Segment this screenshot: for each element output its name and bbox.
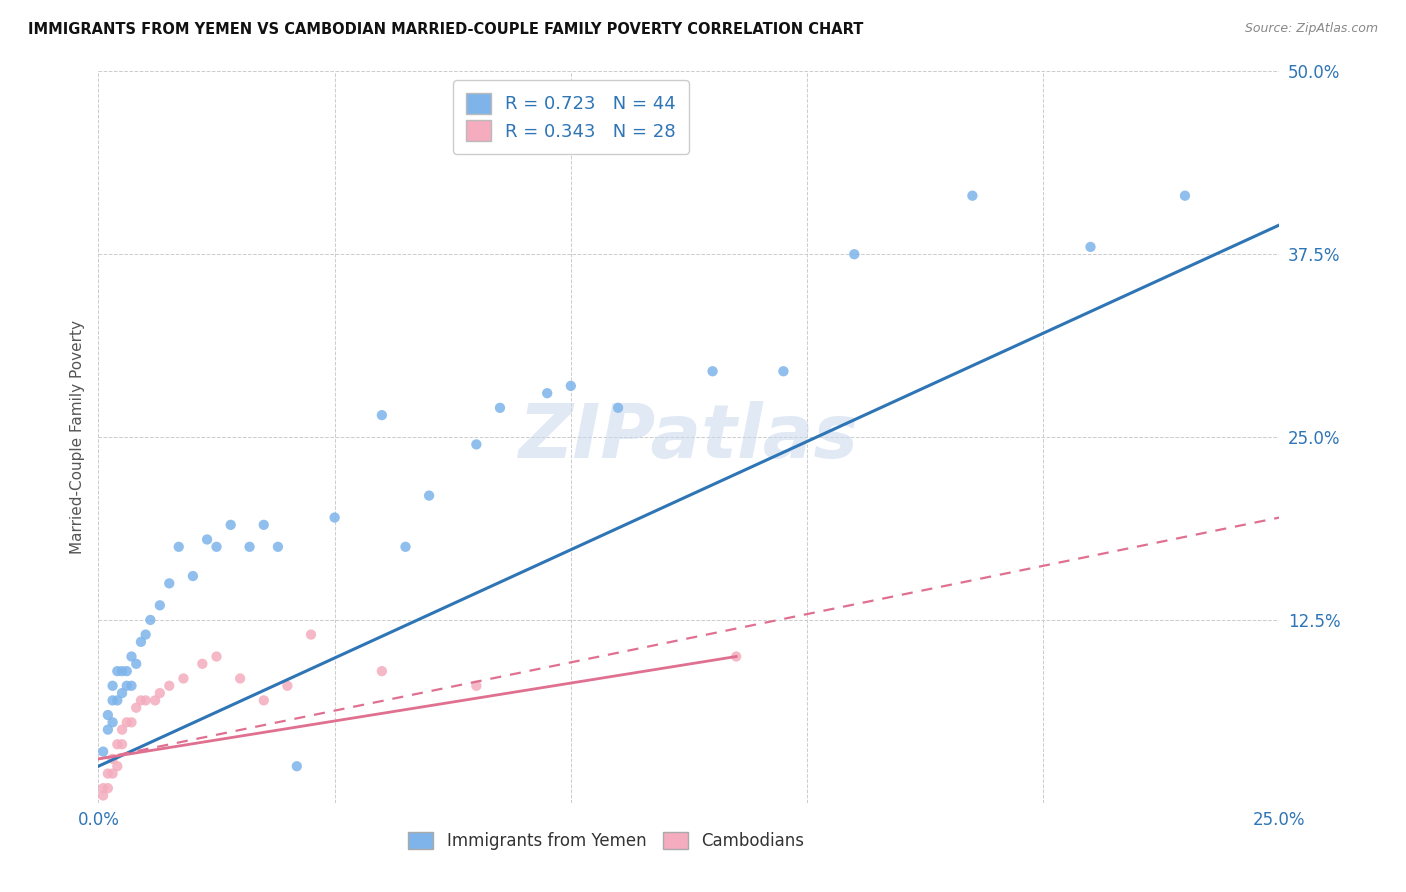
- Point: [560, 379, 582, 393]
- Text: IMMIGRANTS FROM YEMEN VS CAMBODIAN MARRIED-COUPLE FAMILY POVERTY CORRELATION CHA: IMMIGRANTS FROM YEMEN VS CAMBODIAN MARRI…: [28, 22, 863, 37]
- Point: [105, 737, 128, 751]
- Point: [101, 679, 124, 693]
- Point: [229, 672, 252, 686]
- Point: [219, 517, 242, 532]
- Point: [91, 781, 114, 796]
- Point: [121, 715, 143, 730]
- Point: [157, 679, 180, 693]
- Y-axis label: Married-Couple Family Poverty: Married-Couple Family Poverty: [69, 320, 84, 554]
- Point: [702, 364, 724, 378]
- Text: Source: ZipAtlas.com: Source: ZipAtlas.com: [1244, 22, 1378, 36]
- Point: [111, 737, 134, 751]
- Point: [181, 569, 204, 583]
- Point: [129, 635, 152, 649]
- Point: [465, 437, 488, 451]
- Point: [97, 781, 120, 796]
- Point: [157, 576, 180, 591]
- Point: [105, 693, 128, 707]
- Point: [465, 679, 488, 693]
- Point: [299, 627, 322, 641]
- Point: [489, 401, 512, 415]
- Point: [135, 693, 157, 707]
- Point: [97, 723, 120, 737]
- Point: [105, 759, 128, 773]
- Point: [101, 752, 124, 766]
- Point: [172, 672, 194, 686]
- Point: [139, 613, 162, 627]
- Point: [205, 649, 228, 664]
- Point: [844, 247, 866, 261]
- Point: [105, 664, 128, 678]
- Point: [125, 657, 148, 671]
- Point: [121, 649, 143, 664]
- Point: [253, 693, 276, 707]
- Point: [115, 679, 138, 693]
- Point: [253, 517, 276, 532]
- Point: [121, 679, 143, 693]
- Point: [111, 686, 134, 700]
- Point: [111, 664, 134, 678]
- Point: [607, 401, 630, 415]
- Point: [962, 188, 984, 202]
- Point: [101, 693, 124, 707]
- Point: [149, 686, 172, 700]
- Point: [394, 540, 416, 554]
- Point: [276, 679, 298, 693]
- Point: [115, 664, 138, 678]
- Point: [91, 789, 114, 803]
- Point: [115, 715, 138, 730]
- Point: [323, 510, 346, 524]
- Point: [97, 766, 120, 780]
- Point: [725, 649, 748, 664]
- Point: [191, 657, 214, 671]
- Point: [1080, 240, 1102, 254]
- Point: [149, 599, 172, 613]
- Point: [536, 386, 558, 401]
- Point: [195, 533, 218, 547]
- Point: [101, 766, 124, 780]
- Text: ZIPatlas: ZIPatlas: [519, 401, 859, 474]
- Point: [1174, 188, 1197, 202]
- Point: [111, 723, 134, 737]
- Point: [239, 540, 262, 554]
- Point: [772, 364, 794, 378]
- Point: [125, 700, 148, 714]
- Point: [371, 664, 394, 678]
- Point: [143, 693, 166, 707]
- Point: [418, 489, 440, 503]
- Point: [97, 708, 120, 723]
- Point: [135, 627, 157, 641]
- Point: [267, 540, 290, 554]
- Point: [167, 540, 190, 554]
- Point: [101, 715, 124, 730]
- Point: [91, 745, 114, 759]
- Point: [285, 759, 308, 773]
- Point: [371, 408, 394, 422]
- Point: [205, 540, 228, 554]
- Legend: Immigrants from Yemen, Cambodians: Immigrants from Yemen, Cambodians: [402, 825, 811, 856]
- Point: [129, 693, 152, 707]
